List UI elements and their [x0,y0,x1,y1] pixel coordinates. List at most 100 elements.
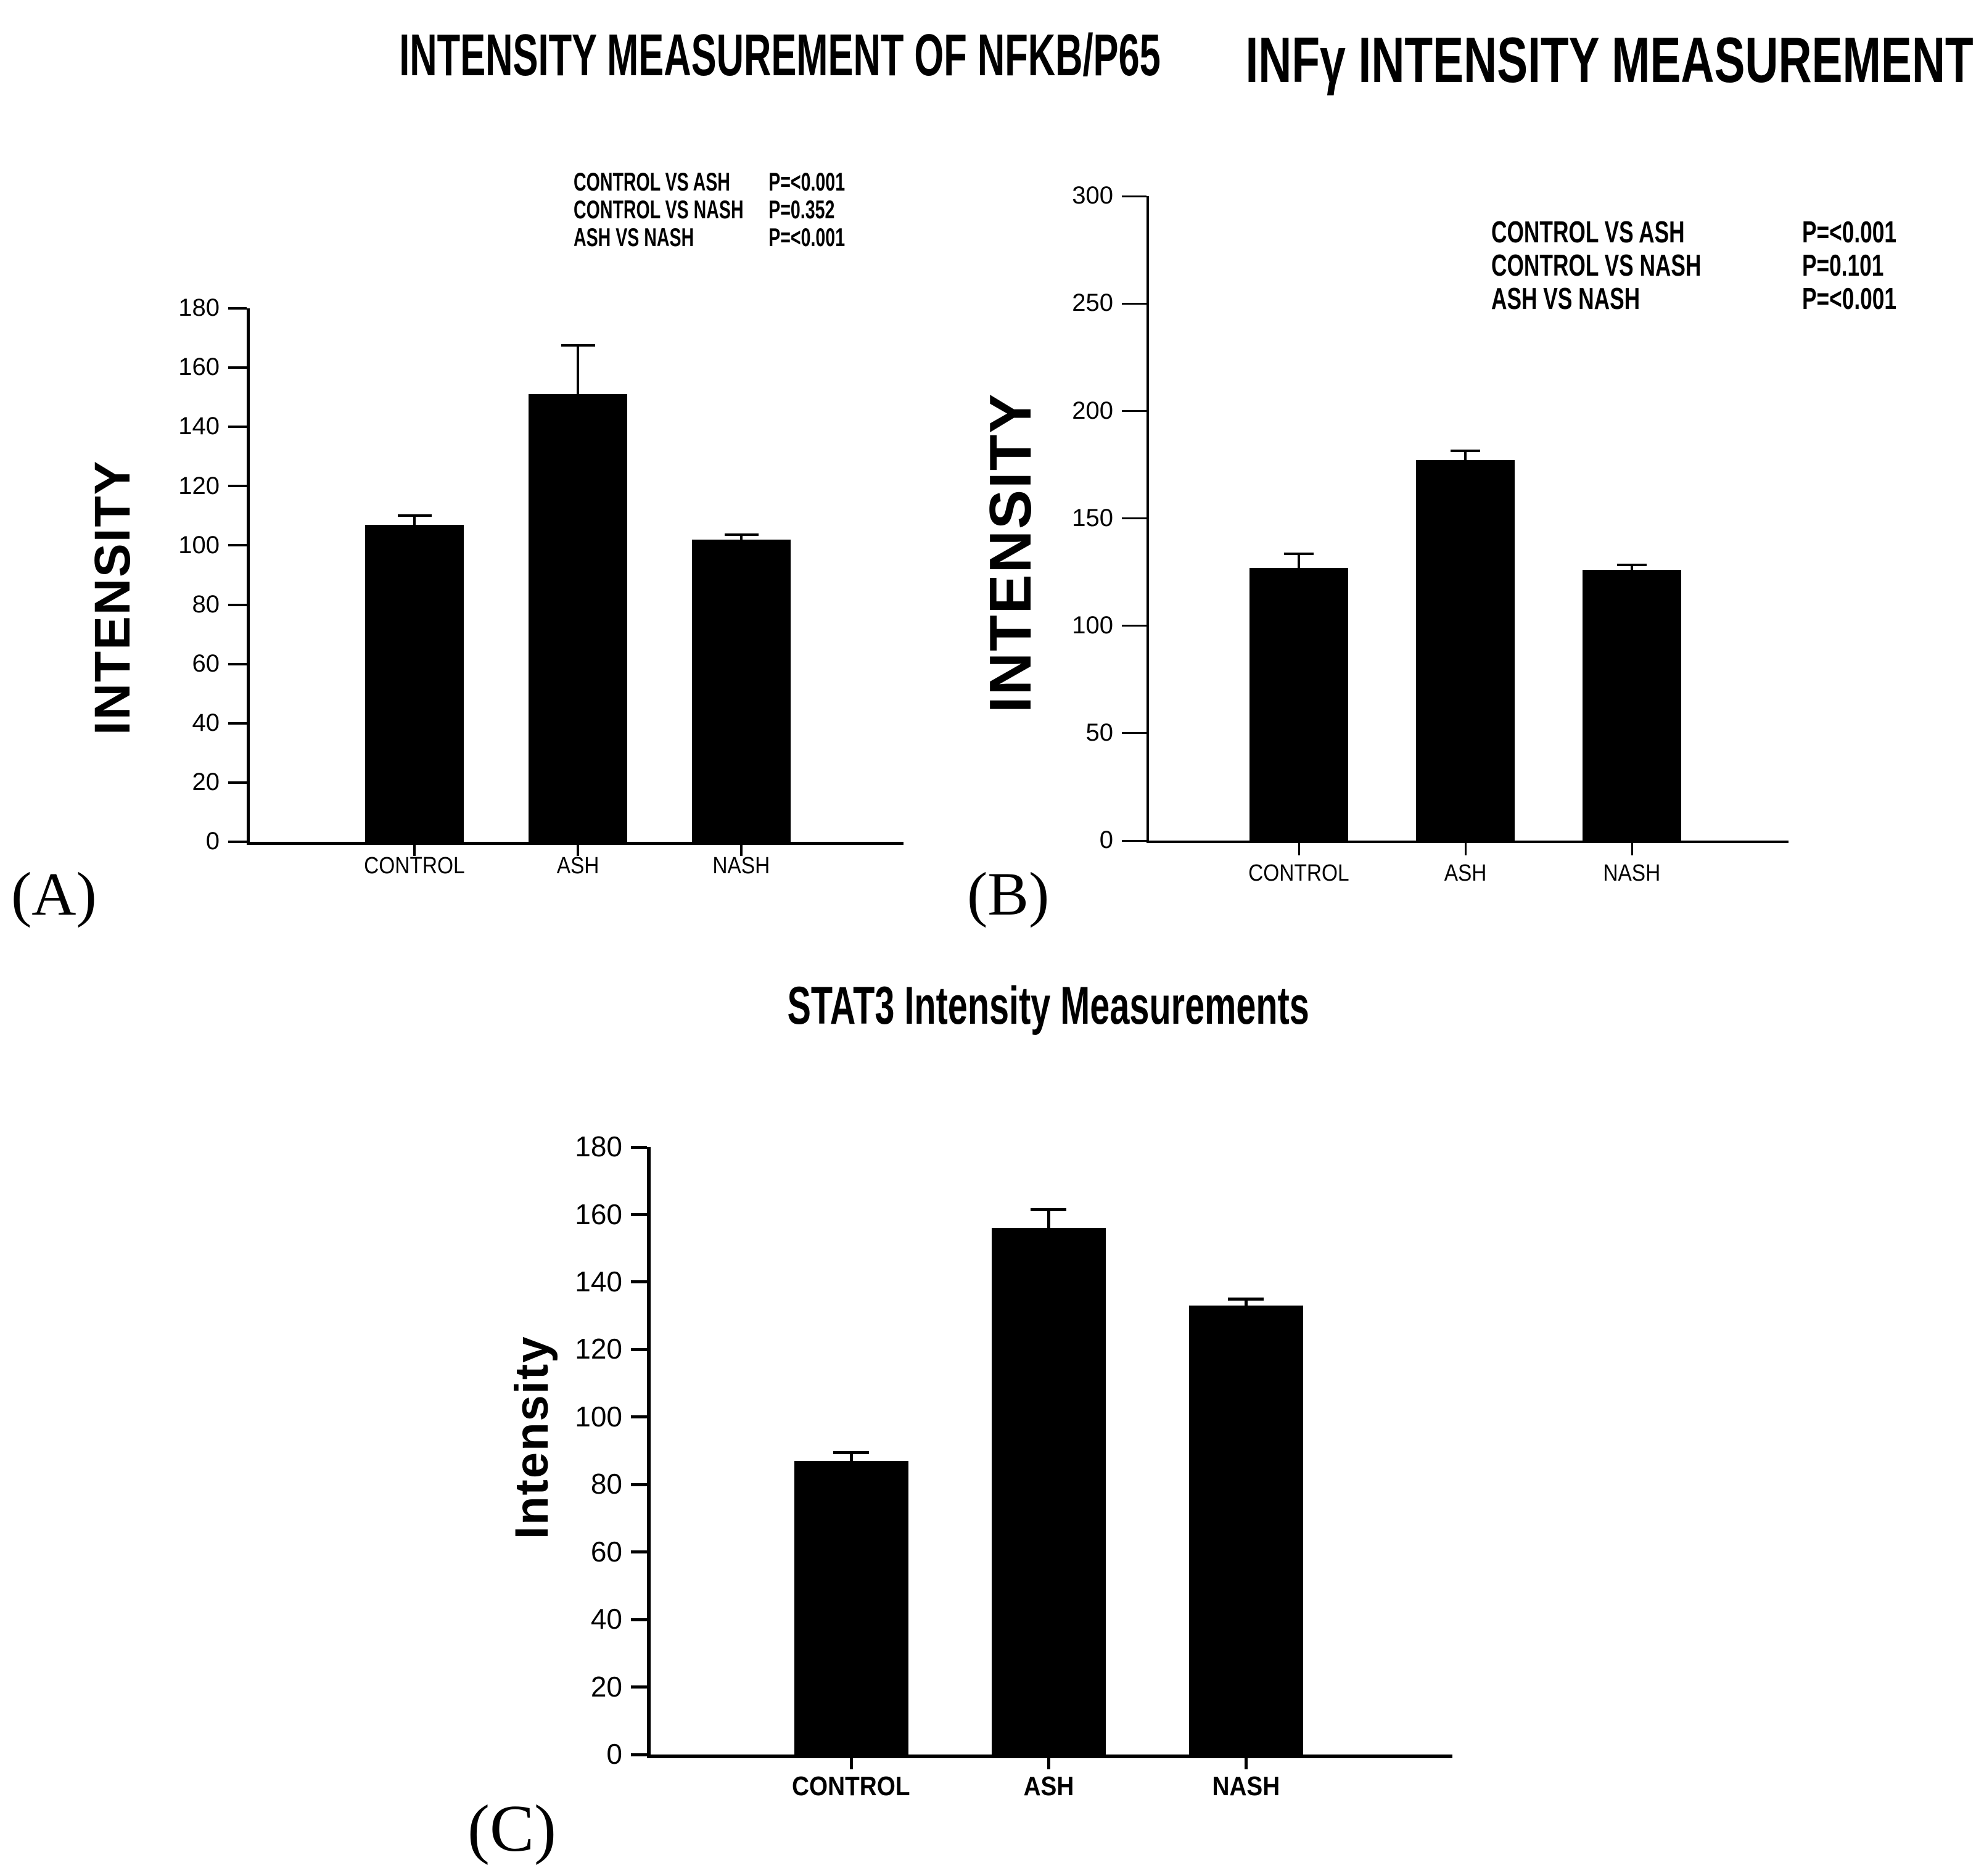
p-value-result: P=<0.001 [1802,216,1897,249]
y-axis-tick [1122,409,1146,412]
p-value-row: ASH VS NASH P=<0.001 [574,223,845,251]
y-axis-tick [1122,302,1146,305]
error-bar-line [849,1450,853,1462]
y-axis-tick [631,1685,647,1689]
x-tick-label-text: NASH [1603,860,1661,886]
chart-c-title-text: STAT3 Intensity Measurements [787,976,1310,1035]
y-axis-tick [228,781,247,784]
y-axis-tick [1122,839,1146,842]
bar-control [794,1460,908,1755]
x-axis-line [1146,841,1789,843]
p-value-comparison: CONTROL VS ASH [1491,216,1685,249]
error-bar-line [1464,450,1467,462]
y-axis-tick [228,307,247,310]
p-value-comparison: CONTROL VS NASH [574,195,744,224]
y-axis-tick [228,544,247,547]
y-axis-tick [631,1618,647,1621]
error-bar-line [1631,563,1633,572]
y-tick-label: 160 [178,353,220,381]
y-axis-tick [631,1280,647,1284]
y-axis-tick [631,1212,647,1216]
x-axis-line [247,842,904,845]
x-tick-label-ash: ASH [455,854,701,878]
panel-label-a: (A) [11,860,97,928]
y-axis-tick [228,426,247,429]
chart-c-title: STAT3 Intensity Measurements [648,979,1449,1032]
error-bar-cap [397,514,432,517]
y-axis-tick [1122,625,1146,627]
x-tick-label-ash: ASH [1342,862,1589,885]
y-axis-tick [631,1550,647,1554]
y-axis-line [647,1147,651,1758]
x-tick-label-text: CONTROL [1248,860,1349,886]
error-bar-cap [1284,553,1314,556]
bar-control [1249,567,1348,841]
error-bar-line [1244,1297,1248,1307]
panel-label-c: (C) [467,1792,556,1866]
y-axis-line [1146,196,1149,843]
y-tick-label: 0 [205,828,220,855]
y-tick-label: 180 [575,1130,622,1163]
x-axis-tick [1298,843,1300,855]
x-tick-label-nash: NASH [1509,862,1755,885]
x-tick-label-text: CONTROL [792,1771,910,1801]
bar-nash [1583,570,1681,841]
y-tick-label: 20 [192,768,220,796]
p-value-result: P=0.101 [1802,249,1884,282]
p-value-comparison: ASH VS NASH [574,223,694,252]
x-axis-tick [413,845,416,856]
x-axis-tick [1047,1758,1050,1769]
chart-a-pvalue-block: CONTROL VS ASH P=<0.001 CONTROL VS NASH P=0… [574,168,845,251]
chart-b-title-text: INFγ INTENSITY MEASUREMENT [1245,25,1974,96]
y-tick-label: 200 [1072,397,1113,424]
x-tick-label-control: CONTROL [1175,862,1422,885]
y-tick-label: 40 [192,709,220,736]
error-bar-cap [833,1450,869,1454]
x-tick-label-control: CONTROL [728,1773,974,1800]
x-axis-tick [1464,843,1467,855]
y-tick-label: 60 [590,1535,622,1568]
p-value-row: ASH VS NASH P=<0.001 [1491,282,1896,316]
p-value-result: P=<0.001 [768,167,846,196]
bar-control [365,524,464,842]
y-axis-tick [1122,732,1146,734]
y-tick-label: 80 [192,590,220,618]
x-tick-label-text: ASH [1023,1771,1074,1801]
error-bar-line [1298,553,1300,569]
y-axis-tick [228,485,247,488]
bar-nash [692,539,791,842]
bar-nash [1188,1306,1303,1755]
y-axis-tick [1122,517,1146,519]
y-axis-tick [228,366,247,369]
y-tick-label: 180 [178,294,220,322]
y-axis-tick [631,1415,647,1419]
p-value-row: CONTROL VS ASH P=<0.001 [1491,216,1896,249]
y-axis-tick [1122,195,1146,197]
error-bar-line [577,344,579,396]
error-bar-cap [1617,563,1647,566]
y-tick-label: 20 [590,1670,622,1703]
y-tick-label: 50 [1085,719,1114,747]
bar-ash [529,394,627,842]
x-tick-label-control: CONTROL [291,854,538,878]
x-tick-label-text: CONTROL [364,853,465,879]
error-bar-cap [724,533,759,537]
bar-ash [991,1228,1106,1755]
chart-b-pvalue-block: CONTROL VS ASH P=<0.001 CONTROL VS NASH P=0… [1491,216,1896,316]
p-value-result: P=<0.001 [1802,282,1897,316]
y-tick-label: 140 [178,413,220,440]
y-axis-tick [228,841,247,843]
p-value-comparison: CONTROL VS NASH [1491,249,1702,282]
y-axis-tick [631,1347,647,1351]
x-tick-label-text: NASH [1212,1771,1280,1801]
chart-b-title: INFγ INTENSITY MEASUREMENT [1104,28,1973,93]
panel-label-b: (B) [967,860,1050,928]
y-tick-label: 0 [1099,826,1113,854]
error-bar-cap [1451,450,1480,453]
y-tick-label: 120 [575,1333,622,1365]
y-axis-tick [631,1483,647,1486]
